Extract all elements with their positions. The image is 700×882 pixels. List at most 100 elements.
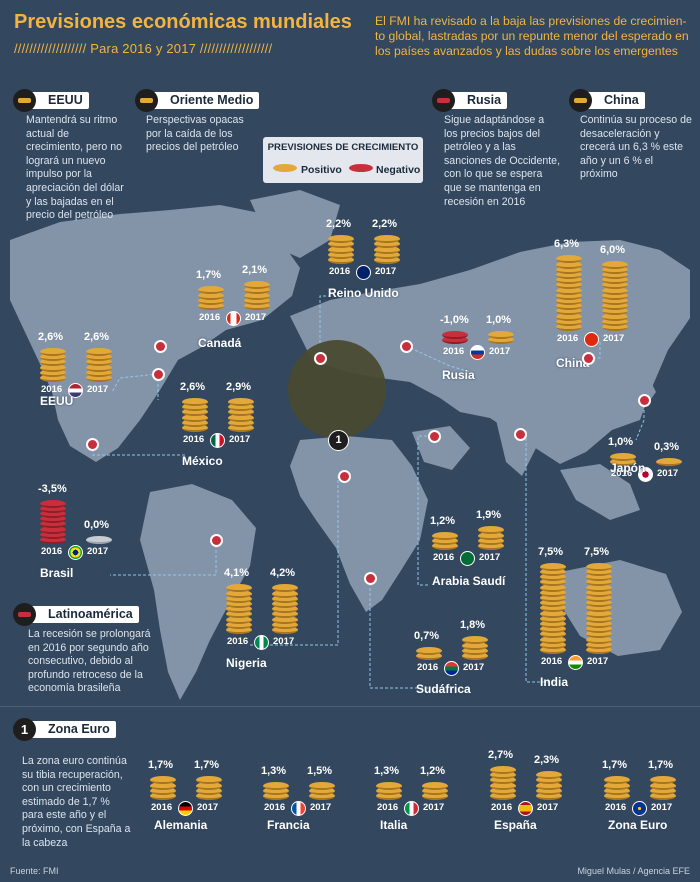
year-label: 2016 xyxy=(199,312,221,323)
coin xyxy=(40,353,66,362)
coin xyxy=(328,250,354,259)
country-name: Alemania xyxy=(154,818,208,832)
country-name: Reino Unido xyxy=(328,286,399,300)
coin xyxy=(374,250,400,259)
flag-icon xyxy=(632,801,647,816)
coin xyxy=(374,256,400,264)
coin xyxy=(586,594,612,602)
leader-mexico xyxy=(92,444,186,456)
coin xyxy=(328,256,354,264)
region-label-text: China xyxy=(604,93,639,107)
coin xyxy=(182,413,208,422)
coin xyxy=(86,368,112,377)
coin xyxy=(586,646,612,654)
coin xyxy=(432,542,458,550)
region-label-rusia: Rusia xyxy=(432,89,508,112)
country-name: México xyxy=(182,454,223,468)
coin xyxy=(244,296,270,305)
country-name: Sudáfrica xyxy=(416,682,471,696)
coin xyxy=(490,766,516,774)
coin xyxy=(263,792,289,800)
country-name: Arabia Saudí xyxy=(432,574,506,588)
year-label: 2016 xyxy=(417,662,439,673)
coin xyxy=(374,235,400,244)
coin xyxy=(586,573,612,582)
coin xyxy=(244,291,270,300)
coin xyxy=(586,604,612,613)
value-label: 1,7% xyxy=(148,759,174,772)
coin xyxy=(604,776,630,785)
coin xyxy=(226,620,252,629)
flag-icon xyxy=(568,655,583,670)
coin xyxy=(540,583,566,592)
coin xyxy=(309,786,335,795)
value-label: 0,7% xyxy=(414,629,440,642)
year-label: 2016 xyxy=(605,802,627,813)
coin xyxy=(602,317,628,326)
year-label: 2017 xyxy=(479,552,501,563)
coin xyxy=(228,424,254,432)
value-label: 2,1% xyxy=(242,264,268,277)
coin xyxy=(422,781,448,790)
coin xyxy=(602,323,628,331)
coin xyxy=(586,583,612,592)
coin xyxy=(40,348,66,356)
year-label: 2016 xyxy=(41,546,63,557)
coin xyxy=(226,615,252,624)
coin xyxy=(556,307,582,316)
value-label: 2,2% xyxy=(372,218,398,231)
flag-icon xyxy=(470,345,485,360)
coin xyxy=(86,348,112,356)
year-label: 2017 xyxy=(651,802,673,813)
coin xyxy=(376,786,402,795)
year-label: 2017 xyxy=(229,434,251,445)
coin xyxy=(182,408,208,417)
coin xyxy=(309,792,335,800)
country-name: EEUU xyxy=(40,394,74,408)
coin xyxy=(263,786,289,795)
year-label: 2016 xyxy=(41,384,63,395)
coin xyxy=(376,792,402,800)
value-label: 1,3% xyxy=(261,764,287,777)
year-label: 2016 xyxy=(433,552,455,563)
legend-positive: Positivo xyxy=(301,164,342,176)
coin xyxy=(196,792,222,800)
coin xyxy=(586,620,612,628)
coin xyxy=(602,271,628,279)
coin xyxy=(540,604,566,613)
region-desc-oriente-medio: Perspectivas opacas por la caída de los … xyxy=(146,114,244,154)
coin xyxy=(226,600,252,608)
coin xyxy=(602,302,628,311)
coin xyxy=(374,245,400,254)
coin xyxy=(536,792,562,800)
country-name: China xyxy=(556,356,590,370)
value-label: 6,0% xyxy=(600,243,626,256)
location-pin-icon xyxy=(314,352,327,365)
flag-icon xyxy=(68,545,83,560)
year-label: 2016 xyxy=(151,802,173,813)
location-pin-icon xyxy=(400,340,413,353)
coin xyxy=(586,635,612,644)
coin xyxy=(604,786,630,795)
coin xyxy=(540,568,566,576)
positive-coin-icon xyxy=(273,164,297,172)
coin xyxy=(602,281,628,290)
coin xyxy=(602,265,628,274)
leader-arabia xyxy=(417,435,432,586)
coin xyxy=(478,536,504,545)
north-america-shape xyxy=(10,205,300,462)
value-label: 1,3% xyxy=(374,764,400,777)
coin xyxy=(40,525,66,534)
japan-shape xyxy=(636,376,656,406)
year-label: 2016 xyxy=(443,346,465,357)
coin xyxy=(478,531,504,540)
coin xyxy=(556,291,582,300)
coin xyxy=(432,536,458,545)
coin-icon xyxy=(569,89,592,112)
year-label: 2017 xyxy=(603,333,625,344)
coin xyxy=(328,235,354,244)
region-desc-eeuu: Mantendrá su ritmo actual de crecimiento… xyxy=(26,114,124,222)
zone-label-text: Zona Euro xyxy=(48,722,110,736)
coin xyxy=(602,307,628,316)
flag-icon xyxy=(444,661,459,676)
